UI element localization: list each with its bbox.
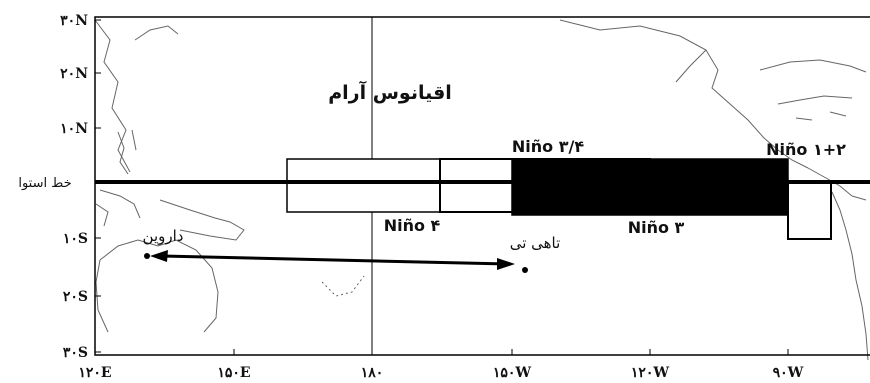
lat-label-20n: ۲۰N — [60, 66, 88, 82]
lon-label-150e: ۱۵۰E — [217, 365, 250, 381]
nino34-label: Niño ۳/۴ — [512, 137, 584, 156]
tick-marks — [94, 19, 789, 355]
tahiti-label: تاهی تی — [510, 234, 561, 252]
pacific-ocean-label: اقیانوس آرام — [328, 80, 452, 104]
darwin-label: داروین — [143, 227, 184, 245]
nino3-label: Niño ۳ — [628, 218, 685, 237]
nino4-label: Niño ۴ — [384, 216, 441, 235]
nino3-region — [511, 158, 789, 216]
nino12-label: Niño ۱+۲ — [766, 140, 846, 159]
lon-label-150w: ۱۵۰W — [493, 365, 532, 381]
lon-label-90w: ۹۰W — [773, 365, 804, 381]
equator-label: خط استوا — [18, 176, 71, 191]
lat-label-10s: ۱۰S — [63, 231, 88, 247]
lat-label-30n: ۳۰N — [60, 13, 88, 29]
coastlines — [94, 19, 869, 361]
lon-label-120e: ۱۲۰E — [78, 365, 111, 381]
nino12-region — [787, 181, 832, 240]
darwin-point — [144, 253, 150, 259]
lon-label-120w: ۱۲۰W — [631, 365, 670, 381]
lon-label-180: ۱۸۰ — [361, 365, 384, 381]
lat-label-20s: ۲۰S — [63, 289, 88, 305]
tahiti-point — [522, 267, 528, 273]
map-frame — [94, 16, 870, 356]
lat-label-10n: ۱۰N — [60, 121, 88, 137]
darwin-tahiti-arrow — [150, 250, 515, 270]
lat-label-30s: ۳۰S — [63, 345, 88, 361]
